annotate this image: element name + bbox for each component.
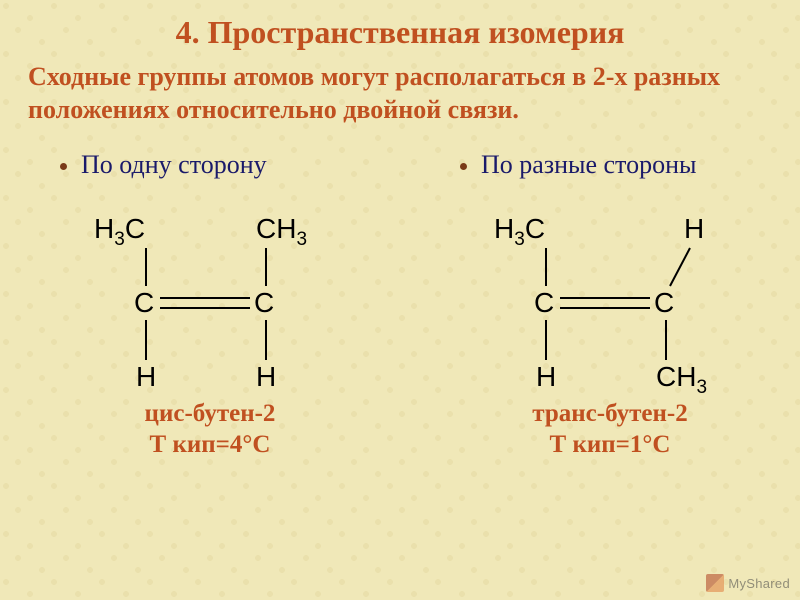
svg-text:H: H [136, 361, 156, 392]
svg-text:C: C [534, 287, 554, 318]
caption-cis: цис-бутен-2 Т кип=4°С [60, 398, 360, 461]
svg-text:H3C: H3C [94, 213, 145, 250]
slide-title: 4. Пространственная изомерия [0, 0, 800, 51]
column-trans: По разные стороны H3C H C C H CH3 [400, 150, 800, 461]
bullet-text-trans: По разные стороны [481, 150, 696, 180]
caption-trans: транс-бутен-2 Т кип=1°С [460, 398, 760, 461]
bullet-row-cis: По одну сторону [60, 150, 400, 180]
bullet-icon [60, 163, 67, 170]
svg-text:H: H [256, 361, 276, 392]
svg-text:CH3: CH3 [656, 361, 707, 394]
column-cis: По одну сторону H3C CH3 C C H H [0, 150, 400, 461]
svg-text:C: C [654, 287, 674, 318]
structure-cis: H3C CH3 C C H H [60, 194, 360, 394]
svg-text:C: C [134, 287, 154, 318]
columns-container: По одну сторону H3C CH3 C C H H [0, 150, 800, 461]
bullet-row-trans: По разные стороны [460, 150, 800, 180]
svg-text:C: C [254, 287, 274, 318]
watermark-icon [706, 574, 724, 592]
bullet-text-cis: По одну сторону [81, 150, 267, 180]
svg-text:H3C: H3C [494, 213, 545, 250]
slide-subtitle: Сходные группы атомов могут располагатьс… [0, 51, 800, 126]
structure-trans: H3C H C C H CH3 [460, 194, 760, 394]
svg-text:H: H [684, 213, 704, 244]
watermark: MyShared [706, 574, 790, 592]
bullet-icon [460, 163, 467, 170]
watermark-text: MyShared [728, 576, 790, 591]
svg-text:H: H [536, 361, 556, 392]
svg-text:CH3: CH3 [256, 213, 307, 250]
